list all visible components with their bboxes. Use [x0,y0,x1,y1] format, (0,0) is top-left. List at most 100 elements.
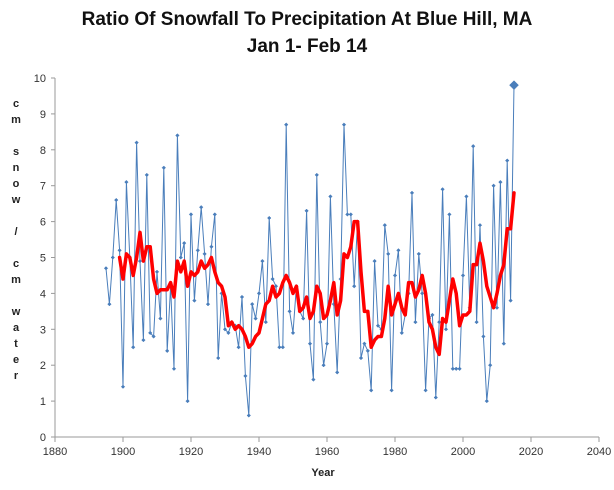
data-point [328,194,333,199]
data-point [148,330,153,336]
data-point [103,266,109,271]
data-point [311,377,316,382]
chart-title: Ratio Of Snowfall To Precipitation At Bl… [0,6,614,60]
data-point [178,255,183,260]
data-point [205,302,211,307]
y-axis-label-char: e [12,354,20,366]
data-point [280,345,285,350]
y-axis-label-char: / [14,226,18,238]
data-point [212,212,217,217]
x-tick-label: 1940 [247,446,271,458]
data-point [324,341,330,346]
y-tick-label: 5 [40,253,46,265]
data-point [318,319,323,325]
data-point [501,341,506,346]
y-tick-label: 4 [40,288,46,300]
y-tick-label: 6 [40,217,46,229]
data-point [239,294,245,300]
data-point [369,388,374,393]
data-point [222,327,228,332]
data-point [209,244,214,249]
data-point [199,205,204,210]
data-point [307,341,313,346]
data-point [440,187,445,192]
series-annual-line [105,85,515,416]
data-point [498,179,503,185]
series-moving-average-line [117,191,516,357]
y-axis-label-char: w [11,194,21,206]
chart-title-line1: Ratio Of Snowfall To Precipitation At Bl… [81,9,533,30]
y-tick-label: 7 [40,181,46,193]
data-point [375,323,381,328]
data-point [185,398,190,404]
data-point [488,363,493,368]
y-tick-label: 8 [40,145,46,157]
data-point [134,140,139,145]
data-point [117,248,122,253]
data-point [491,183,496,188]
data-point [416,251,421,257]
y-tick-label: 0 [40,432,46,444]
data-point [358,355,364,361]
data-point [386,251,391,257]
data-point [460,273,466,278]
x-tick-label: 1980 [383,446,407,458]
x-tick-label: 2020 [519,446,543,458]
data-point [454,366,459,371]
data-point [195,248,200,253]
data-point [464,194,469,199]
chart-title-line2: Jan 1- Feb 14 [246,36,368,57]
data-point [165,348,170,353]
data-point [505,158,510,163]
x-tick-label: 2000 [451,446,475,458]
y-axis-label-char: w [11,306,21,318]
data-point [256,291,262,296]
data-point [158,316,163,321]
data-point [477,223,483,228]
data-point [321,363,326,368]
y-tick-label: 2 [40,360,46,372]
data-point [423,388,428,393]
data-point [362,341,367,346]
data-point [114,197,119,203]
y-axis-label-char: m [11,274,21,286]
data-point [409,190,415,196]
data-point [301,316,306,321]
data-point [182,240,187,246]
data-point [287,309,292,314]
data-point [290,330,296,336]
data-point [110,255,115,260]
data-point [141,337,146,343]
data-point [202,251,207,257]
data-point [484,398,489,404]
data-point [433,395,438,400]
data-point [352,284,357,289]
x-tick-label: 1880 [43,446,67,458]
y-tick-label: 1 [40,396,46,408]
x-tick-label: 1920 [179,446,203,458]
data-point [345,212,350,217]
data-point [304,208,309,213]
data-point [447,212,452,217]
x-axis-title: Year [311,467,335,479]
data-point [192,298,197,303]
y-axis-label-char: m [11,114,21,126]
data-point [392,273,398,278]
data-point [457,366,462,371]
data-point [260,258,265,264]
y-tick-label: 9 [40,109,46,121]
data-point [382,223,387,228]
y-axis-label-char: o [12,178,20,190]
data-point [263,319,268,325]
y-axis-label-char: n [12,162,20,174]
data-point [216,355,221,361]
data-point [120,384,126,389]
data-point [437,319,442,325]
data-point [144,172,149,178]
data-point [124,179,129,185]
y-axis-label-char: c [12,258,20,270]
data-point [137,258,143,264]
data-point [175,133,180,138]
data-point [151,334,156,339]
data-point [389,388,394,393]
